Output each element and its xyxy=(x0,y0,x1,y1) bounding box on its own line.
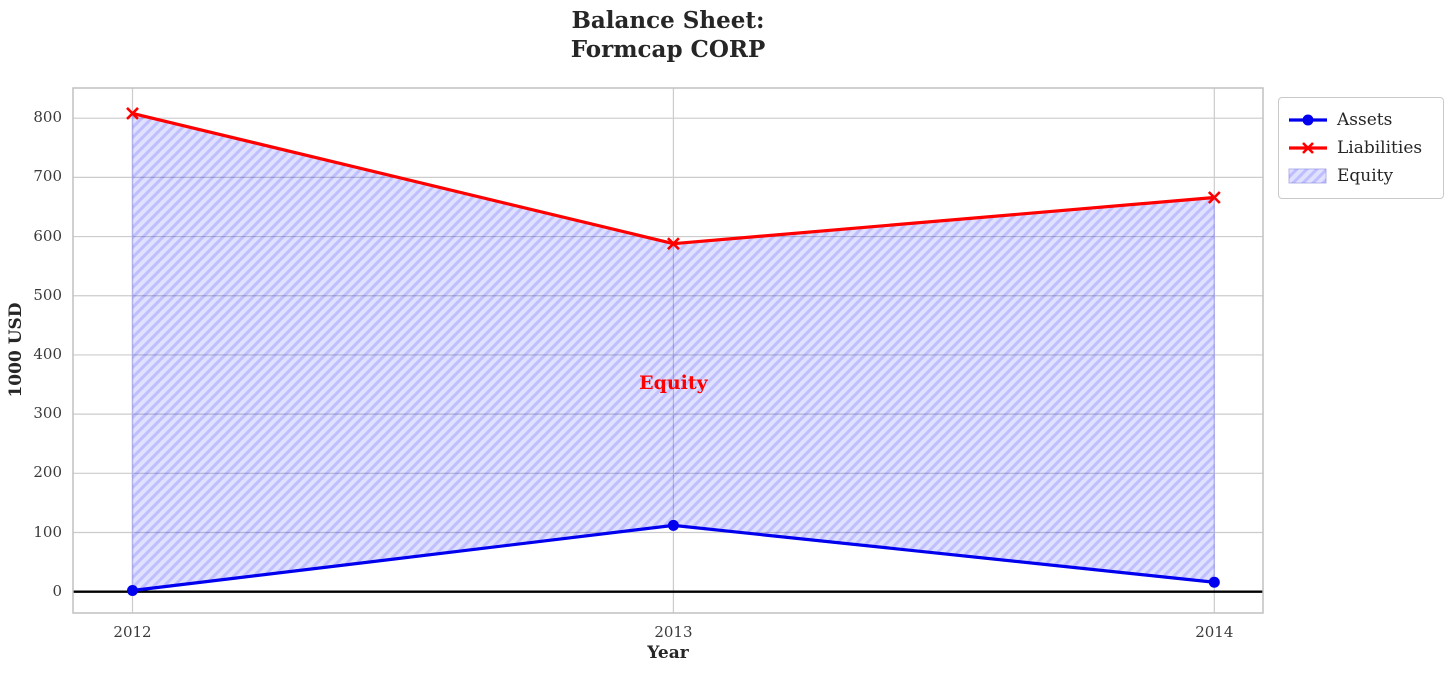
x-tick-label: 2014 xyxy=(1195,623,1234,641)
legend-item-liabilities: Liabilities xyxy=(1288,134,1433,162)
legend-item-equity: Equity xyxy=(1288,162,1433,190)
y-tick-label: 800 xyxy=(33,108,62,127)
legend-label-equity: Equity xyxy=(1337,166,1394,186)
liabilities-line-icon xyxy=(1289,142,1327,154)
y-tick-label: 100 xyxy=(33,522,62,541)
legend-item-assets: Assets xyxy=(1288,106,1433,134)
chart-title: Balance Sheet: Formcap CORP xyxy=(570,7,766,63)
assets-line-icon xyxy=(1289,114,1327,126)
x-tick-label: 2012 xyxy=(113,623,152,641)
y-tick-label: 0 xyxy=(52,581,62,600)
y-tick-label: 200 xyxy=(33,463,62,482)
equity-annotation: Equity xyxy=(639,372,708,395)
x-tick-label: 2013 xyxy=(654,623,693,641)
equity-patch-icon xyxy=(1288,168,1327,184)
legend: Assets Liabilities Equity xyxy=(1278,97,1444,199)
y-tick-label: 600 xyxy=(33,226,62,245)
legend-label-liabilities: Liabilities xyxy=(1337,138,1423,158)
y-tick-label: 500 xyxy=(33,285,62,304)
y-tick-label: 700 xyxy=(33,167,62,186)
x-axis-label: Year xyxy=(647,643,689,663)
legend-label-assets: Assets xyxy=(1337,110,1393,130)
y-tick-label: 300 xyxy=(33,404,62,423)
y-tick-label: 400 xyxy=(33,344,62,363)
